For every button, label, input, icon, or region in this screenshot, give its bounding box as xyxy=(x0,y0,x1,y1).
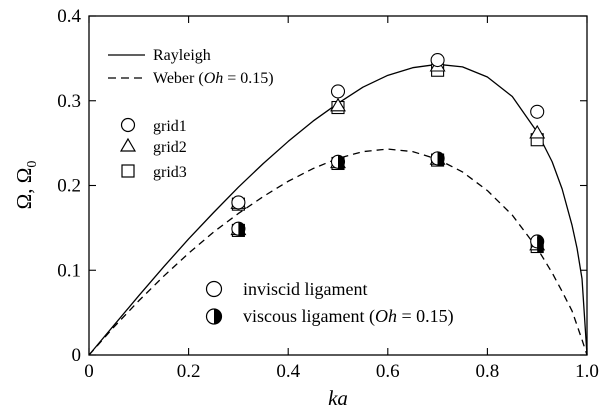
axis-ticks xyxy=(88,15,588,356)
inviscid-grid1-point xyxy=(330,84,346,99)
legend-viscous-oh: Oh xyxy=(375,306,397,326)
legend-viscous-suffix: = 0.15) xyxy=(397,306,454,327)
x-tick-labels: 0 0.2 0.4 0.6 0.8 1.0 xyxy=(84,361,599,382)
x-tick-label: 0.2 xyxy=(177,361,201,382)
legend-grids: grid1 grid2 grid3 xyxy=(119,117,187,181)
legend-grid2-marker xyxy=(119,137,137,152)
inviscid-grid2-point xyxy=(330,97,346,112)
y-tick-label: 0.2 xyxy=(57,176,81,197)
y-axis-label: Ω, Ω0 xyxy=(12,161,40,210)
legend-weber-suffix: = 0.15) xyxy=(223,70,273,87)
inviscid-grid1-point xyxy=(530,104,545,119)
curves xyxy=(88,63,588,356)
y-tick-labels: 0 0.1 0.2 0.3 0.4 xyxy=(57,6,81,366)
inviscid-grid2-point xyxy=(529,124,546,139)
legend-grid3-label: grid3 xyxy=(153,164,187,181)
weber-curve xyxy=(88,148,588,356)
y-tick-label: 0.3 xyxy=(57,91,81,112)
legend-weber-oh: Oh xyxy=(204,70,224,87)
legend-grid1-label: grid1 xyxy=(153,118,187,135)
viscous-grid1-point xyxy=(330,154,346,169)
viscous-grid1-point xyxy=(430,151,445,166)
y-axis-label-main: Ω, Ω xyxy=(12,168,36,210)
legend-curves: Rayleigh Weber (Oh = 0.15) xyxy=(108,47,274,87)
legend-inviscid-label: inviscid ligament xyxy=(243,279,367,299)
x-tick-label: 0.6 xyxy=(376,361,400,382)
legend-grid1-marker xyxy=(120,117,136,133)
legend-inviscid-marker xyxy=(205,280,223,298)
legend-viscous-label: viscous ligament (Oh = 0.15) xyxy=(243,306,454,327)
plot-frame xyxy=(88,15,588,356)
legend-weber-label: Weber (Oh = 0.15) xyxy=(153,70,274,87)
y-tick-label: 0.1 xyxy=(57,260,81,281)
x-tick-label: 0.4 xyxy=(276,361,300,382)
rayleigh-curve xyxy=(88,63,588,356)
y-axis-label-sub: 0 xyxy=(25,161,40,168)
legend-grid3-marker xyxy=(121,164,135,178)
legend-viscous-marker xyxy=(205,308,223,325)
y-tick-label: 0.4 xyxy=(57,6,81,27)
legend-weber-prefix: Weber ( xyxy=(153,70,204,87)
x-tick-label: 0 xyxy=(84,361,94,382)
viscous-grid1-point xyxy=(231,221,246,236)
data-points xyxy=(230,53,546,254)
viscous-grid1-point xyxy=(530,234,545,249)
x-axis-label: ka xyxy=(328,386,348,410)
inviscid-grid1-point xyxy=(430,53,445,68)
legend-types: inviscid ligament viscous ligament (Oh =… xyxy=(205,279,454,327)
legend-viscous-prefix: viscous ligament ( xyxy=(243,306,375,327)
x-tick-label: 0.8 xyxy=(476,361,500,382)
y-tick-label: 0 xyxy=(72,345,82,366)
legend-rayleigh-label: Rayleigh xyxy=(153,47,211,64)
inviscid-grid1-point xyxy=(231,195,246,210)
x-tick-label: 1.0 xyxy=(575,361,599,382)
legend-grid2-label: grid2 xyxy=(153,139,187,156)
